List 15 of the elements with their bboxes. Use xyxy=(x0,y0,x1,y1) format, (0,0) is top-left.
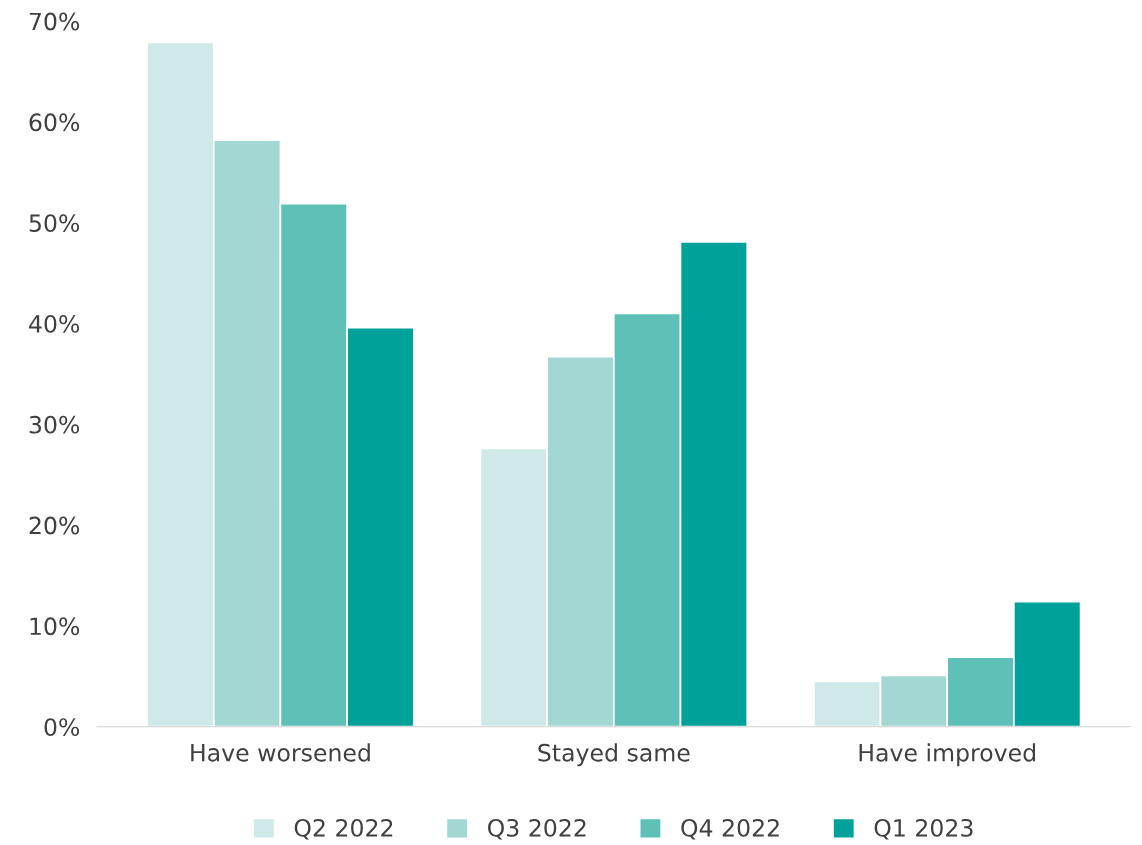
y-tick-label: 0% xyxy=(44,718,80,737)
y-tick-label: 40% xyxy=(29,314,80,333)
y-tick-label: 20% xyxy=(29,516,80,535)
legend-label: Q4 2022 xyxy=(681,818,779,840)
y-tick-label: 50% xyxy=(29,214,80,233)
legend-label: Q2 2022 xyxy=(294,818,393,840)
x-tick-label: Stayed same xyxy=(538,743,690,767)
legend-label: Q3 2022 xyxy=(487,818,586,840)
y-tick-label: 30% xyxy=(29,415,80,434)
legend-label: Q1 2023 xyxy=(874,818,973,840)
y-tick-label: 10% xyxy=(30,617,80,636)
y-tick-label: 60% xyxy=(29,113,80,132)
y-tick-label: 70% xyxy=(29,12,80,31)
x-tick-label: Have improved xyxy=(859,743,1036,767)
x-tick-label: Have worsened xyxy=(191,743,370,762)
